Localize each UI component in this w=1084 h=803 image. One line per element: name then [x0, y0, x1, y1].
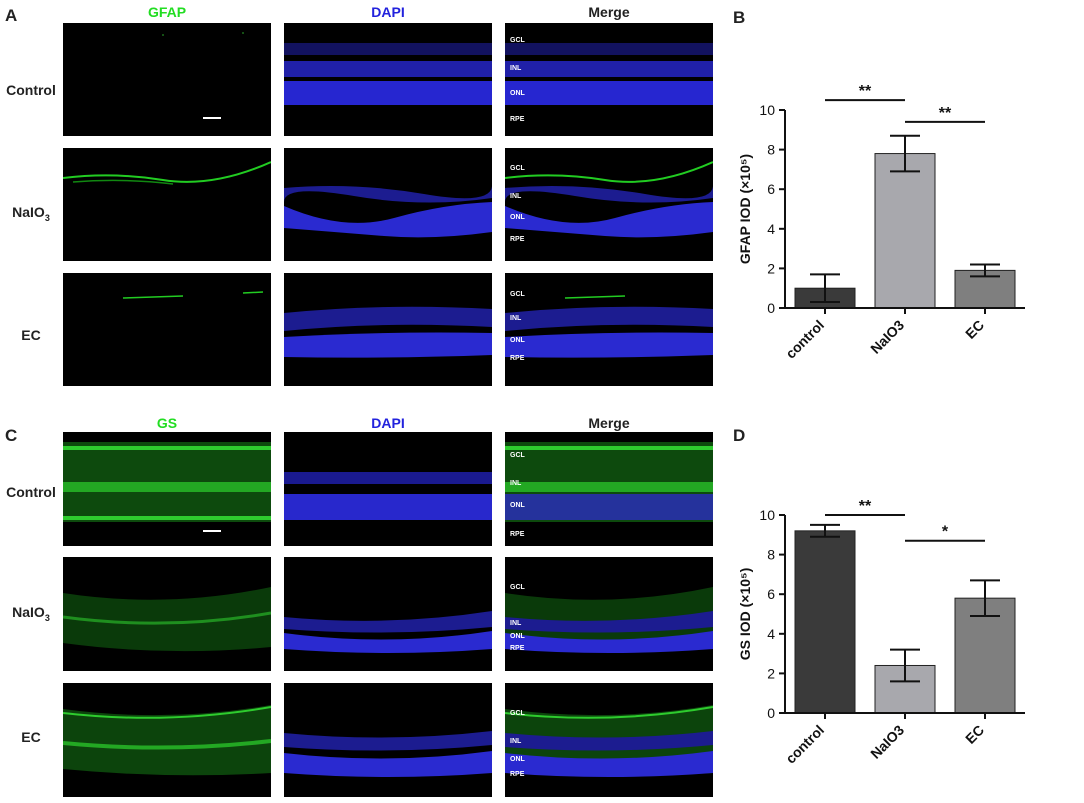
layer-label-rpe: RPE: [510, 355, 525, 362]
layer-label-gcl: GCL: [510, 291, 525, 298]
layer-label-inl: INL: [510, 738, 522, 745]
bar-naio3: [874, 153, 936, 309]
column-header-gfap: GFAP: [147, 4, 187, 20]
row-label-naio3-a: NaIO3: [12, 204, 50, 223]
panel-letter-d: D: [733, 426, 746, 445]
gfap-ec-image: [63, 273, 271, 386]
merge-ec-image: GCL INL ONL RPE: [505, 273, 713, 386]
layer-label-rpe: RPE: [510, 116, 525, 123]
layer-label-onl: ONL: [510, 633, 525, 640]
y-tick-label: 4: [767, 221, 775, 237]
y-tick-label: 0: [767, 300, 775, 316]
gfap-naio3-image: [63, 148, 271, 261]
merge-naio3-image: GCL INL ONL RPE: [505, 557, 713, 671]
layer-label-gcl: GCL: [510, 165, 525, 172]
panel-letter-b: B: [733, 8, 746, 27]
layer-label-onl: ONL: [510, 214, 525, 221]
column-header-merge: Merge: [588, 4, 630, 20]
layer-label-inl: INL: [510, 65, 522, 72]
row-label-ec-a: EC: [21, 327, 41, 343]
merge-ec-image: GCL INL ONL RPE: [505, 683, 713, 797]
x-tick-label: NaIO3: [867, 722, 907, 762]
layer-label-gcl: GCL: [510, 710, 525, 717]
layer-label-rpe: RPE: [510, 236, 525, 243]
gs-control-image: [63, 432, 271, 546]
x-tick-label: EC: [962, 317, 987, 342]
layer-label-inl: INL: [510, 315, 522, 322]
layer-label-inl: INL: [510, 193, 522, 200]
bar-naio3: [874, 664, 936, 714]
layer-label-onl: ONL: [510, 502, 525, 509]
layer-label-rpe: RPE: [510, 645, 525, 652]
y-tick-label: 4: [767, 626, 775, 642]
x-tick-label: control: [782, 722, 827, 767]
dapi-ec-image: [284, 273, 492, 386]
dapi-naio3-image: [284, 557, 492, 671]
layer-label-inl: INL: [510, 620, 522, 627]
layer-label-inl: INL: [510, 480, 522, 487]
y-tick-label: 6: [767, 586, 775, 602]
merge-control-image: GCL INL ONL RPE: [505, 432, 713, 546]
layer-label-gcl: GCL: [510, 452, 525, 459]
y-axis-label: GS IOD (×10⁵): [737, 568, 753, 661]
y-tick-label: 8: [767, 142, 775, 158]
layer-label-onl: ONL: [510, 756, 525, 763]
y-tick-label: 2: [767, 260, 775, 276]
significance-label: *: [942, 524, 949, 541]
y-axis-label: GFAP IOD (×10⁵): [737, 154, 753, 264]
column-header-gs: GS: [156, 415, 178, 431]
gs-naio3-image: [63, 557, 271, 671]
y-tick-label: 2: [767, 665, 775, 681]
x-tick-label: NaIO3: [867, 317, 907, 357]
row-label-control-c: Control: [6, 484, 56, 500]
y-tick-label: 0: [767, 705, 775, 721]
y-tick-label: 10: [759, 507, 775, 523]
merge-control-image: GCL INL ONL RPE: [505, 23, 713, 136]
merge-naio3-image: GCL INL ONL RPE: [505, 148, 713, 261]
dapi-ec-image: [284, 683, 492, 797]
dapi-control-image: [284, 432, 492, 546]
layer-label-onl: ONL: [510, 337, 525, 344]
gs-ec-image: [63, 683, 271, 797]
layer-label-gcl: GCL: [510, 37, 525, 44]
bar-control: [794, 530, 856, 714]
dapi-control-image: [284, 23, 492, 136]
column-header-merge: Merge: [588, 415, 630, 431]
panel-letter-a: A: [5, 6, 18, 25]
panel-letter-c: C: [5, 426, 18, 445]
significance-label: **: [859, 498, 872, 515]
x-tick-label: EC: [962, 722, 987, 747]
layer-label-gcl: GCL: [510, 584, 525, 591]
y-tick-label: 8: [767, 547, 775, 563]
dapi-naio3-image: [284, 148, 492, 261]
y-tick-label: 10: [759, 102, 775, 118]
layer-label-onl: ONL: [510, 90, 525, 97]
row-label-control-a: Control: [6, 82, 56, 98]
layer-label-rpe: RPE: [510, 531, 525, 538]
gfap-control-image: [63, 23, 271, 136]
chart-gfap-iod: 0 2 4 6 8 10 control NaIO3 EC GFAP IOD (×10⁵) ** **: [737, 83, 1025, 362]
x-tick-label: control: [782, 317, 827, 362]
column-header-dapi: DAPI: [371, 415, 405, 431]
y-tick-label: 6: [767, 181, 775, 197]
layer-label-rpe: RPE: [510, 771, 525, 778]
significance-label: **: [859, 83, 872, 100]
row-label-naio3-c: NaIO3: [12, 604, 50, 623]
row-label-ec-c: EC: [21, 729, 41, 745]
significance-label: **: [939, 105, 952, 122]
column-header-dapi: DAPI: [371, 4, 405, 20]
